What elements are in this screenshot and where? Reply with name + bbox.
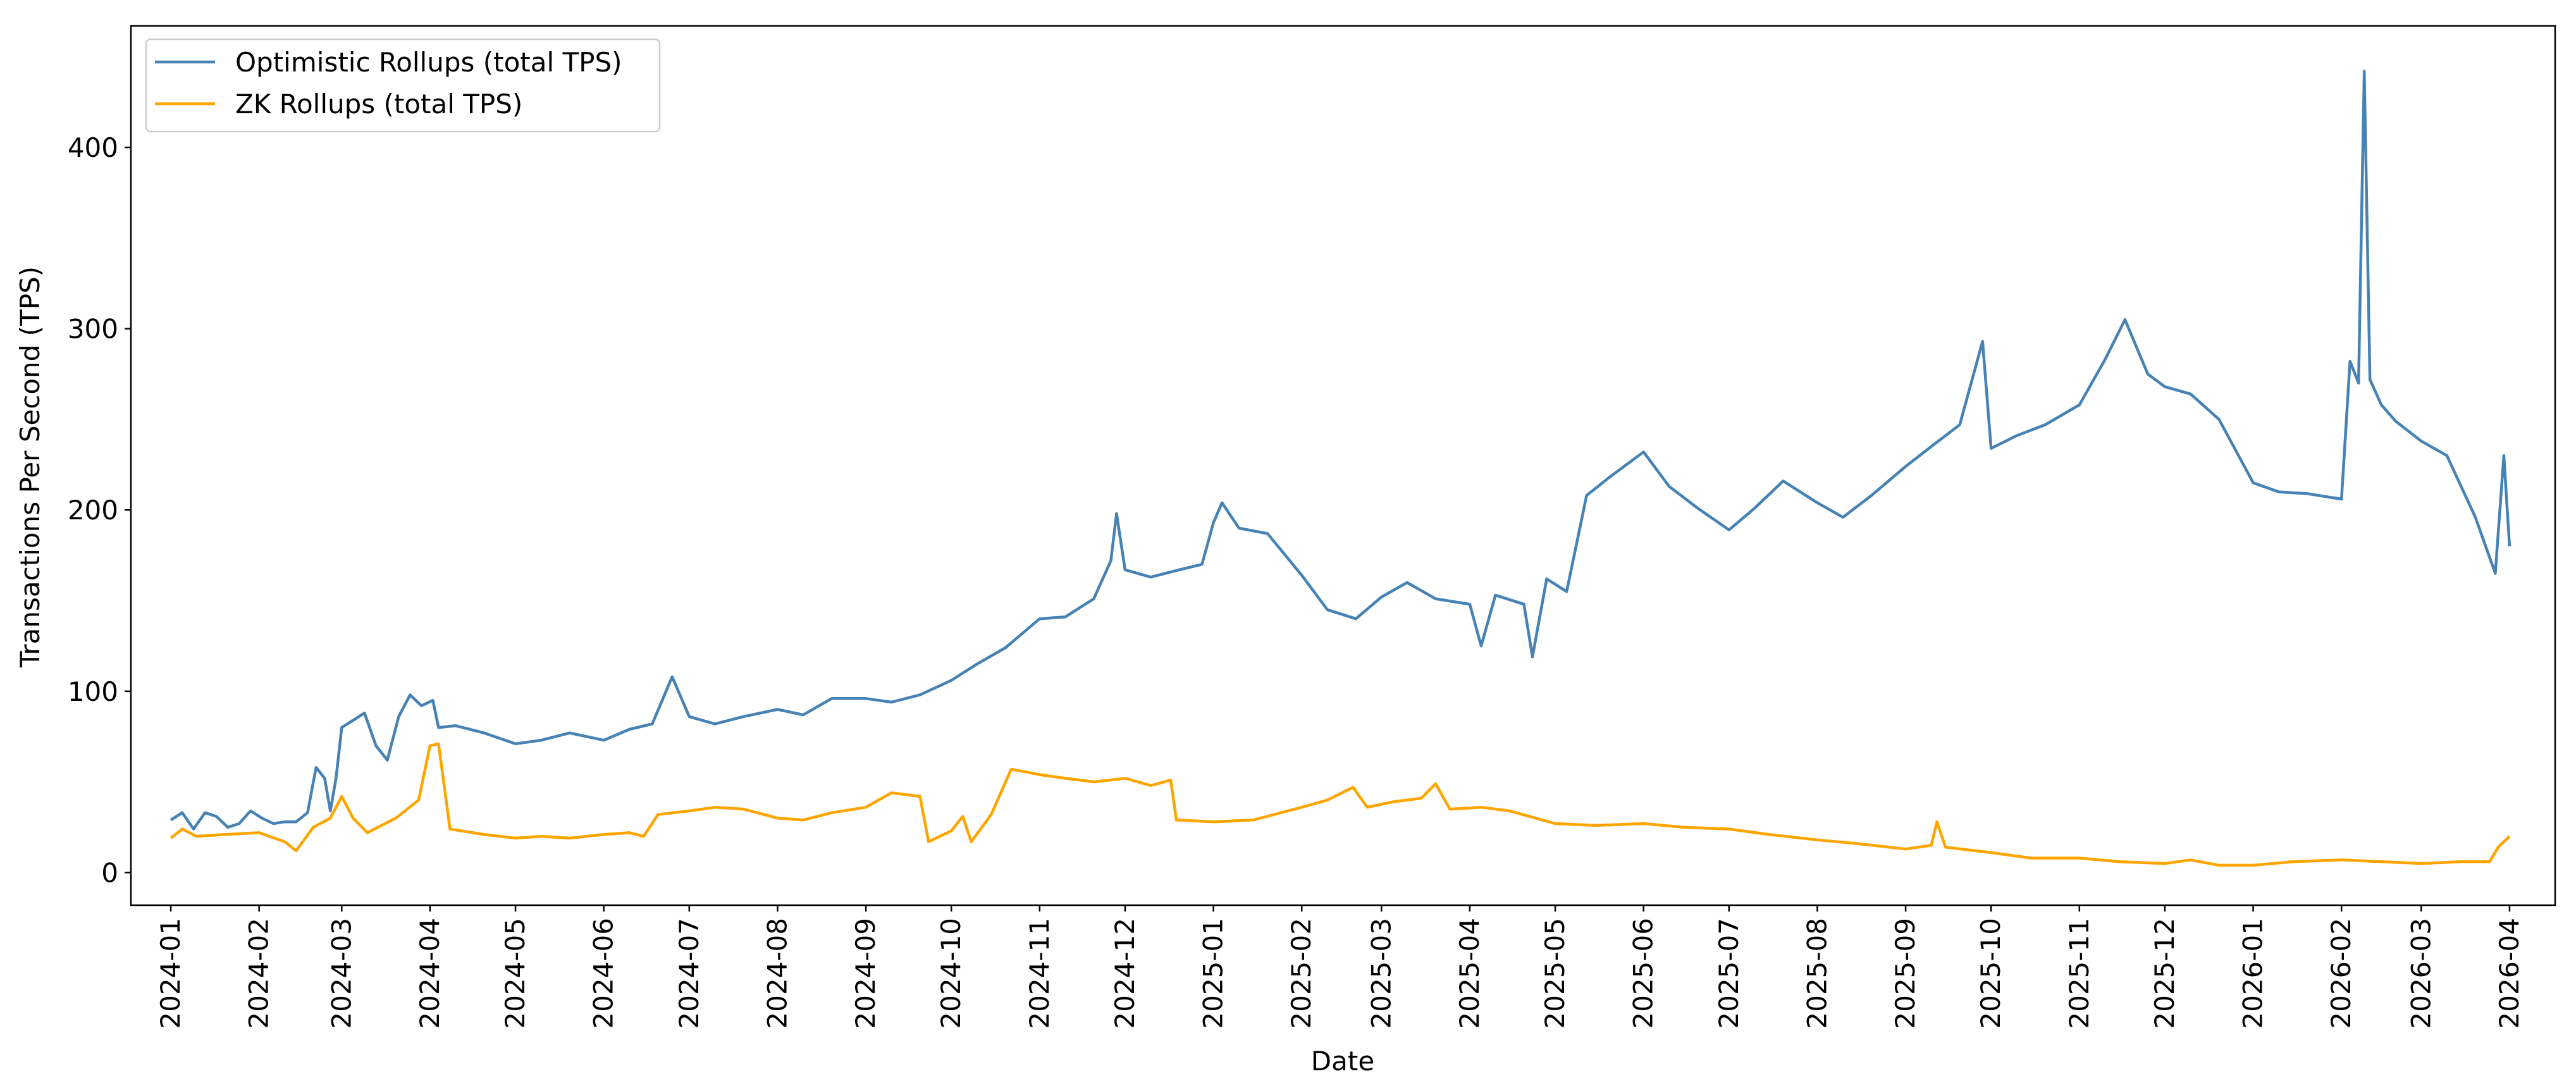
y-tick-label: 0 [101, 857, 118, 888]
x-tick-label: 2025-08 [1801, 918, 1832, 1029]
x-tick-label: 2024-07 [674, 918, 705, 1029]
x-tick-label: 2024-12 [1109, 918, 1140, 1029]
series-line-2 [169, 742, 2511, 867]
x-tick-label: 2025-02 [1286, 918, 1317, 1029]
x-tick-label: 2024-02 [243, 918, 274, 1029]
x-tick-label: 2025-09 [1890, 918, 1921, 1029]
y-tick-label: 200 [68, 495, 118, 526]
x-tick-label: 2026-04 [2494, 918, 2525, 1029]
axes: 0 100 200 300 400 2024-01 2024-02 2024-03 2024-0… [68, 25, 2556, 1029]
x-tick-label: 2025-05 [1539, 918, 1570, 1029]
x-tick-label: 2025-12 [2149, 918, 2180, 1029]
series-line-1 [169, 70, 2511, 831]
x-tick-label: 2024-08 [761, 918, 792, 1029]
x-tick-label: 2025-10 [1975, 918, 2006, 1029]
x-tick-label: 2024-09 [850, 918, 881, 1029]
x-tick-label: 2024-01 [155, 918, 186, 1029]
x-tick-label: 2025-06 [1628, 918, 1659, 1029]
legend-label-2: ZK Rollups (total TPS) [235, 89, 522, 120]
y-tick-label: 100 [68, 676, 118, 707]
legend-label-1: Optimistic Rollups (total TPS) [235, 47, 622, 78]
x-tick-label: 2025-11 [2064, 918, 2095, 1029]
x-tick-label: 2026-02 [2326, 918, 2357, 1029]
x-tick-label: 2024-11 [1024, 918, 1055, 1029]
x-tick-label: 2024-05 [500, 918, 531, 1029]
legend-box [145, 38, 661, 133]
x-tick-label: 2026-01 [2238, 918, 2269, 1029]
x-tick-label: 2026-03 [2405, 918, 2436, 1029]
x-tick-label: 2025-01 [1198, 918, 1229, 1029]
x-tick-label: 2025-04 [1454, 918, 1485, 1029]
plot-area [169, 70, 2511, 867]
x-tick-label: 2024-10 [935, 918, 966, 1029]
plot-frame [130, 25, 2556, 906]
legend: Optimistic Rollups (total TPS) ZK Rollups… [145, 38, 661, 133]
x-tick-label: 2025-07 [1713, 918, 1744, 1029]
x-axis-title: Date [1311, 1046, 1374, 1077]
x-tick-label: 2025-03 [1365, 918, 1396, 1029]
x-tick-label: 2024-06 [588, 918, 619, 1029]
x-tick-label: 2024-04 [414, 918, 445, 1029]
y-axis-title: Transactions Per Second (TPS) [15, 266, 46, 668]
y-tick-label: 300 [68, 314, 118, 345]
x-tick-label: 2024-03 [326, 918, 357, 1029]
y-tick-label: 400 [68, 132, 118, 163]
